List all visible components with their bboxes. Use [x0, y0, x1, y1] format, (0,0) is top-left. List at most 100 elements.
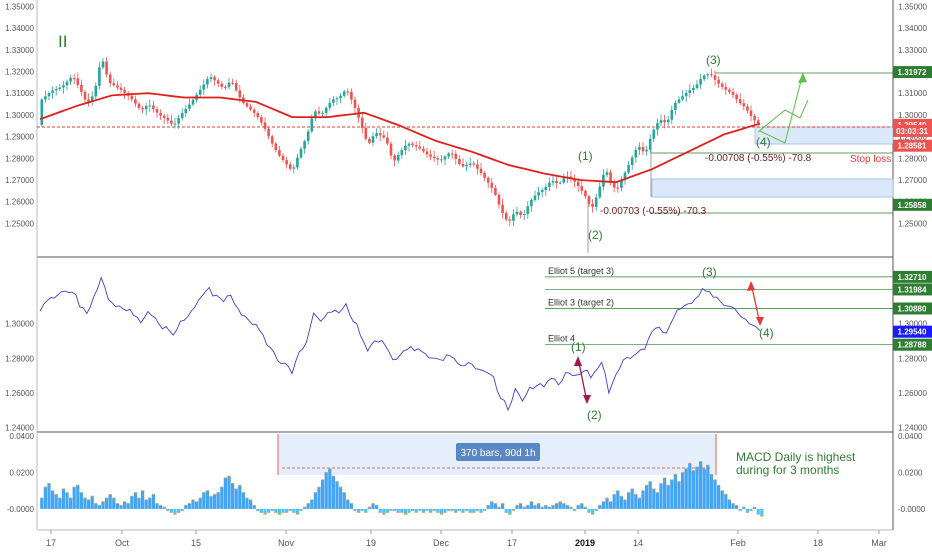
macd-bar [310, 499, 314, 509]
macd-bar [555, 503, 559, 509]
candle-body [170, 120, 173, 124]
price-tag: 1.28581 [898, 142, 927, 151]
candle-body [720, 83, 724, 87]
candle-body [540, 190, 544, 193]
osc-wave-2: (2) [587, 408, 602, 422]
macd-bar [123, 501, 127, 509]
macd-bar [677, 481, 681, 509]
candle-body [62, 85, 65, 88]
osc-price-tag: 1.29540 [898, 328, 927, 337]
candle-body [65, 81, 69, 86]
candle-body [112, 83, 116, 86]
candle-body [116, 85, 119, 88]
price-pane[interactable]: II (1) (2) (3) (4) -0.00703 (-0.55%) -70… [5, 2, 932, 253]
candle-body [213, 77, 216, 81]
price-tag: 1.25858 [898, 201, 927, 210]
macd-bar [461, 508, 465, 513]
candle-body [281, 155, 285, 161]
macd-bar [465, 508, 469, 511]
macd-bar [357, 508, 361, 513]
candle-body [504, 213, 508, 220]
macd-bar [94, 503, 98, 509]
macd-bar [695, 466, 699, 509]
macd-bar [223, 477, 227, 509]
candle-body [512, 214, 515, 221]
left-tick-label: 1.32000 [5, 67, 34, 76]
oscillator-axis-left: 1.30000 1.28000 1.26000 1.24000 [5, 320, 34, 433]
candle-body [202, 84, 206, 90]
macd-bar [483, 508, 487, 511]
stop-loss-label: Stop loss [850, 154, 891, 165]
candle-body [335, 98, 339, 100]
macd-bar [213, 494, 217, 509]
time-tick-label: 14 [633, 538, 643, 548]
macd-bar [735, 505, 739, 509]
macd-bar [270, 508, 274, 511]
macd-bar [393, 508, 397, 511]
macd-bar [148, 497, 152, 509]
oscillator-levels: Elliot 5 (target 3) Elliot 3 (target 2) El… [545, 266, 893, 346]
candle-body [263, 122, 267, 129]
candle-body [368, 138, 371, 143]
macd-bar [169, 508, 173, 513]
candle-body [382, 135, 386, 138]
candle-body [90, 96, 94, 102]
macd-bar [504, 508, 508, 513]
macd-bar [195, 501, 199, 509]
candle-body [501, 204, 504, 214]
candle-body [260, 117, 263, 123]
macd-bar [83, 497, 87, 509]
macd-bar [299, 508, 303, 511]
macd-bar [655, 492, 659, 509]
macd-bar [724, 494, 728, 509]
candle-body [497, 194, 501, 205]
macd-bar [529, 501, 533, 509]
right-tick-label: 1.24000 [898, 424, 927, 433]
candle-body [342, 91, 346, 96]
macd-bar [630, 488, 634, 509]
macd-bar [533, 505, 537, 509]
candle-body [468, 163, 472, 165]
time-tick-label: Oct [115, 538, 130, 548]
macd-bar [220, 486, 224, 509]
candle-body [177, 118, 180, 124]
macd-bar [414, 508, 418, 513]
candle-body [634, 149, 638, 158]
macd-bar [623, 499, 627, 509]
macd-bar [684, 468, 688, 509]
macd-bar [511, 508, 515, 511]
candle-body [274, 143, 278, 151]
macd-bar [688, 463, 692, 509]
candle-body [386, 137, 389, 144]
candle-body [620, 180, 623, 188]
range-label: 370 bars, 90d 1h [460, 448, 535, 459]
candle-body [591, 203, 594, 207]
macd-bar [339, 486, 343, 509]
macd-bar [760, 508, 764, 517]
macd-bar [184, 505, 188, 509]
candle-body [573, 178, 576, 182]
right-tick-label: 0.0200 [898, 468, 923, 477]
projection-arrowhead [798, 73, 807, 83]
macd-bar [619, 496, 623, 509]
osc-level-tag: 1.31984 [898, 285, 927, 294]
candle-body [515, 211, 519, 215]
candle-body [713, 75, 717, 80]
macd-bar [43, 486, 47, 509]
macd-pane[interactable]: 370 bars, 90d 1h MACD Daily is highest d… [7, 432, 926, 517]
candle-body [710, 74, 713, 76]
range-label-box [456, 443, 540, 461]
candle-body [699, 79, 702, 85]
candle-body [44, 96, 47, 100]
macd-bar [645, 485, 649, 509]
macd-bar [670, 479, 674, 509]
candle-body [609, 172, 612, 183]
oscillator-pane[interactable]: Elliot 5 (target 3) Elliot 3 (target 2) El… [5, 265, 932, 433]
macd-bar [335, 481, 339, 509]
candle-body [288, 164, 292, 169]
projection-arrow-short [757, 109, 801, 133]
time-tick-label: Dec [433, 538, 450, 548]
projection-arrow-short-tip [799, 99, 809, 119]
